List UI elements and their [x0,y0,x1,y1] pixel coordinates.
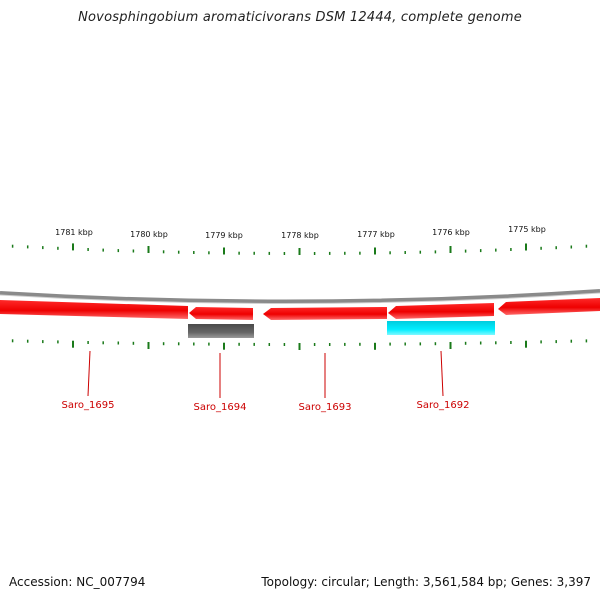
scale-label: 1778 kbp [281,231,319,240]
gene-unlabeled-right[interactable] [498,298,600,315]
scale-label: 1779 kbp [205,231,243,240]
gene-arrow[interactable] [498,298,600,315]
gene-arrow[interactable] [263,307,387,320]
gene-arrow[interactable] [189,307,253,320]
genome-backbone-highlight [0,292,600,305]
gene-label-saro-1693[interactable]: Saro_1693 [299,402,352,413]
feature-gray[interactable] [188,324,254,338]
outer-scale-ticks [11,243,588,255]
scale-label: 1775 kbp [508,225,546,234]
genome-title: Novosphingobium aromaticivorans DSM 1244… [78,10,522,25]
gene-saro-1694[interactable] [189,307,253,320]
gene-label-saro-1692[interactable]: Saro_1692 [417,400,470,411]
scale-label: 1780 kbp [130,230,168,239]
gene-arrow[interactable] [0,300,188,319]
gene-saro-1693[interactable] [263,307,387,320]
label-leader [87,350,91,397]
inner-scale-ticks [11,339,588,350]
genome-backbone [0,289,600,304]
accession-text: Accession: NC_007794 [9,575,146,589]
scale-label: 1777 kbp [357,230,395,239]
gene-saro-1695[interactable] [0,300,188,319]
gene-saro-1692[interactable] [388,303,494,319]
genome-summary-text: Topology: circular; Length: 3,561,584 bp… [261,575,591,589]
scale-label: 1781 kbp [55,228,93,237]
gene-label-saro-1694[interactable]: Saro_1694 [194,402,247,413]
label-leader [440,350,444,397]
feature-cyan[interactable] [387,321,495,335]
gene-label-saro-1695[interactable]: Saro_1695 [62,400,115,411]
scale-label: 1776 kbp [432,228,470,237]
gene-arrow[interactable] [388,303,494,319]
